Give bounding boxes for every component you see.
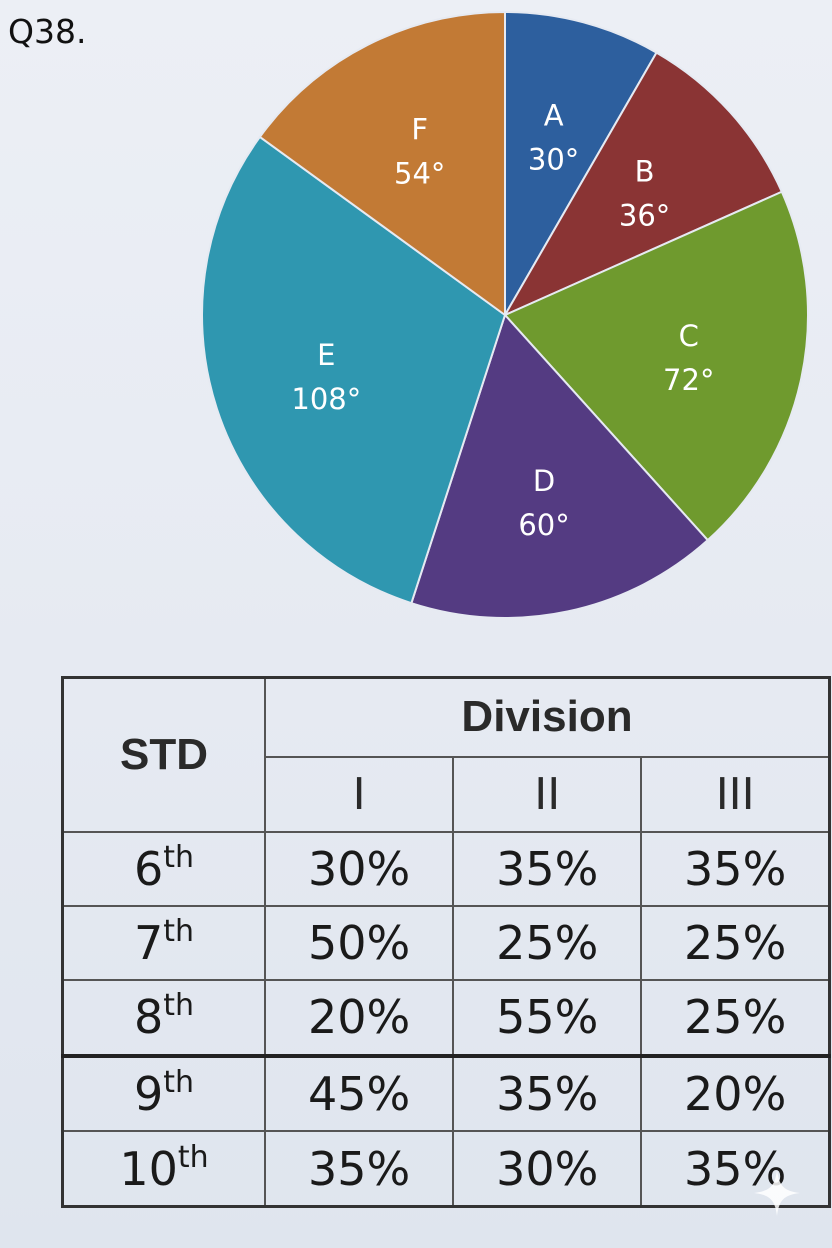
std-cell: 9th	[63, 1056, 266, 1132]
table-row: 8th 20% 55% 25%	[63, 980, 830, 1056]
slice-label: A	[544, 99, 564, 133]
value-cell: 30%	[265, 832, 453, 906]
division-col-2: II	[453, 757, 641, 832]
std-cell: 7th	[63, 906, 266, 980]
value-cell: 35%	[641, 832, 829, 906]
std-cell: 6th	[63, 832, 266, 906]
std-header: STD	[63, 678, 266, 832]
slice-value-label: 30°	[528, 143, 579, 177]
value-cell: 45%	[265, 1056, 453, 1132]
value-cell: 25%	[641, 980, 829, 1056]
slice-label: F	[411, 113, 428, 147]
value-cell: 55%	[453, 980, 641, 1056]
division-col-3: III	[641, 757, 829, 832]
slice-value-label: 72°	[663, 363, 714, 397]
slice-value-label: 54°	[394, 157, 445, 191]
value-cell: 35%	[453, 832, 641, 906]
slice-label: C	[679, 319, 699, 353]
table-row: 7th 50% 25% 25%	[63, 906, 830, 980]
table-row: 9th 45% 35% 20%	[63, 1056, 830, 1132]
slice-label: D	[533, 464, 555, 498]
slice-value-label: 36°	[619, 198, 670, 232]
value-cell: 20%	[641, 1056, 829, 1132]
division-header: Division	[265, 678, 830, 757]
slice-label: E	[317, 338, 335, 372]
division-table: STD Division I II III 6th 30% 35% 35% 7t…	[61, 676, 831, 1208]
slice-value-label: 60°	[518, 508, 569, 542]
value-cell: 50%	[265, 906, 453, 980]
value-cell: 30%	[453, 1131, 641, 1206]
table-row: 6th 30% 35% 35%	[63, 832, 830, 906]
value-cell: 35%	[265, 1131, 453, 1206]
value-cell: 35%	[453, 1056, 641, 1132]
sparkle-icon	[752, 1168, 802, 1218]
std-cell: 8th	[63, 980, 266, 1056]
value-cell: 25%	[453, 906, 641, 980]
value-cell: 20%	[265, 980, 453, 1056]
table-row: 10th 35% 30% 35%	[63, 1131, 830, 1206]
value-cell: 25%	[641, 906, 829, 980]
std-cell: 10th	[63, 1131, 266, 1206]
pie-chart: A 30° B 36° C 72° D 60° E 108° F 54°	[0, 0, 832, 640]
division-col-1: I	[265, 757, 453, 832]
slice-label: B	[635, 154, 655, 188]
slice-value-label: 108°	[291, 382, 361, 416]
